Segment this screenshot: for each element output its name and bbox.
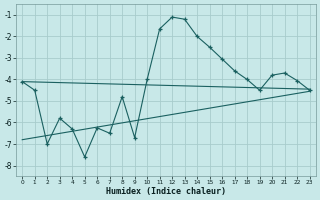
X-axis label: Humidex (Indice chaleur): Humidex (Indice chaleur)	[106, 187, 226, 196]
